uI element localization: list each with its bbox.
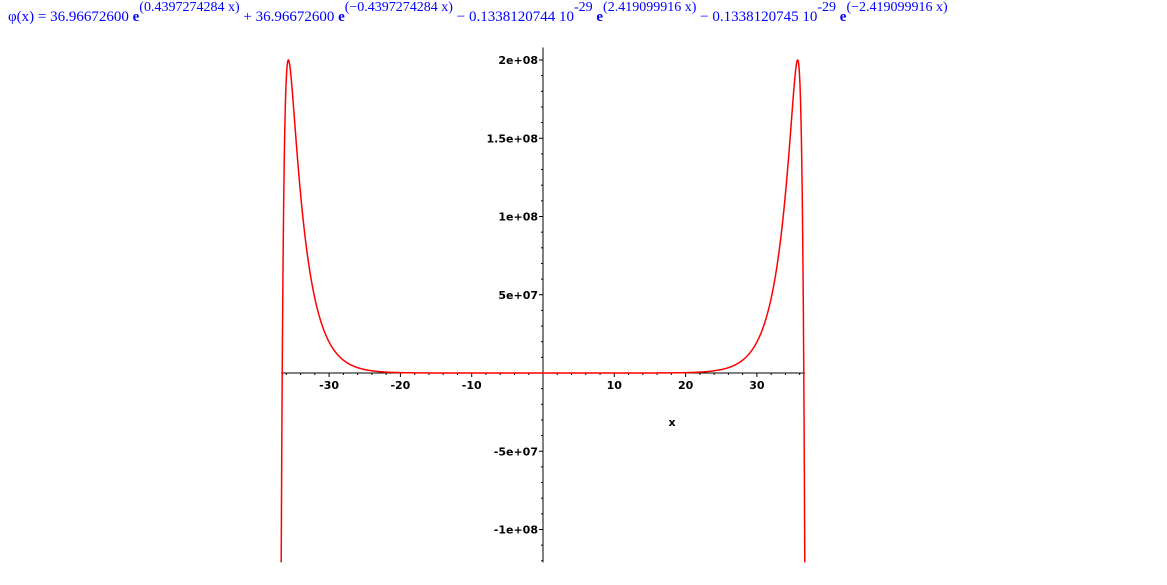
formula-coefficient: 36.96672600	[255, 9, 339, 25]
formula-e: e	[132, 9, 140, 25]
formula-sign: −	[452, 9, 469, 25]
formula-exponent: (−2.419099916 x)	[846, 0, 948, 15]
formula-coefficient: 0.1338120745 10	[712, 9, 818, 25]
x-tick-label: 30	[749, 379, 765, 392]
phi-curve	[280, 59, 806, 563]
y-tick-label: -1e+08	[494, 524, 538, 537]
formula-exponent: (−0.4397274284 x)	[344, 0, 453, 15]
formula-e: e	[596, 9, 604, 25]
x-tick-label: 20	[678, 379, 694, 392]
y-tick-label: -5e+07	[494, 445, 538, 458]
formula-power: -29	[573, 0, 593, 15]
formula-e: e	[839, 9, 847, 25]
y-tick-label: 2e+08	[498, 54, 538, 67]
formula-exponent: (0.4397274284 x)	[139, 0, 240, 15]
y-tick-label: 1e+08	[498, 211, 538, 224]
formula-exponent: (2.419099916 x)	[603, 0, 697, 15]
x-tick-label: -20	[390, 379, 410, 392]
x-tick-label: -10	[462, 379, 482, 392]
formula-lhs: φ(x) =	[8, 9, 51, 25]
x-tick-label: 10	[607, 379, 623, 392]
formula-power: -29	[817, 0, 837, 15]
x-axis-label: x	[668, 416, 675, 429]
formula-sign: −	[696, 9, 713, 25]
x-tick-label: -30	[319, 379, 339, 392]
formula-e: e	[338, 9, 345, 25]
formula-coefficient: 0.1338120744 10	[468, 9, 574, 25]
formula-title: φ(x) = 36.96672600 e(0.4397274284 x) + 3…	[8, 0, 948, 26]
formula-sign: +	[239, 9, 256, 25]
y-tick-label: 1.5e+08	[487, 132, 538, 145]
y-tick-label: 5e+07	[498, 289, 538, 302]
formula-coefficient: 36.96672600	[50, 9, 133, 25]
